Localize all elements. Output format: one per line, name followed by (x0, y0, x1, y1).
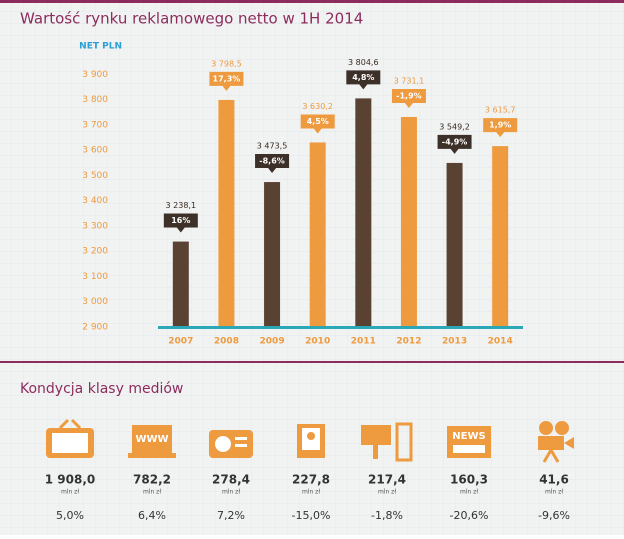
y-tick-label: 3 700 (82, 120, 108, 130)
y-tick-label: 3 000 (82, 297, 108, 307)
section-rule (0, 361, 624, 363)
y-tick-label: 3 600 (82, 146, 108, 156)
bar (309, 142, 326, 327)
media-change: 7,2% (217, 509, 245, 522)
change-label: 4,8% (352, 73, 374, 82)
y-tick-label: 3 900 (82, 70, 108, 80)
icon (215, 436, 231, 452)
value-label: 3 804,6 (348, 58, 379, 67)
change-label: -8,6% (259, 157, 285, 166)
icon (555, 421, 569, 435)
bar (264, 182, 281, 327)
y-tick-label: 2 900 (82, 323, 108, 333)
change-box (437, 134, 472, 154)
change-box (391, 88, 426, 108)
value-label: 3 473,5 (257, 142, 288, 151)
media-change: -15,0% (292, 509, 331, 522)
value-label: 3 549,2 (439, 122, 470, 131)
y-axis-label: NET PLN (79, 42, 122, 52)
media-value: 227,8 (292, 473, 330, 487)
y-tick-label: 3 100 (82, 272, 108, 282)
change-label: 16% (171, 216, 190, 225)
icon (539, 421, 553, 435)
baseline (158, 326, 523, 329)
change-label: 1,9% (489, 121, 511, 130)
media-change: -1,8% (371, 509, 403, 522)
media-unit: mln zł (302, 489, 320, 496)
media-value: 41,6 (539, 473, 569, 487)
icon (373, 445, 378, 459)
value-label: 3 731,1 (394, 76, 425, 85)
section-title: Kondycja klasy mediów (20, 381, 183, 397)
icon (395, 422, 413, 462)
x-tick-label: 2007 (168, 337, 193, 347)
icon-label: WWW (135, 434, 168, 445)
icon (453, 445, 485, 453)
icon (542, 449, 560, 463)
bar (400, 116, 417, 327)
media-value: 278,4 (212, 473, 250, 487)
bar (172, 241, 189, 327)
value-label: 3 798,5 (211, 59, 242, 68)
y-tick-label: 3 300 (82, 221, 108, 231)
bar (446, 162, 463, 327)
media-unit: mln zł (222, 489, 240, 496)
y-tick-label: 3 200 (82, 247, 108, 257)
change-label: 4,5% (307, 117, 329, 126)
icon (538, 436, 564, 450)
media-value: 782,2 (133, 473, 171, 487)
change-box (255, 154, 290, 174)
icon (132, 425, 172, 453)
icon (564, 437, 574, 449)
icon (235, 444, 247, 447)
value-label: 3 238,1 (166, 201, 197, 210)
icon-label: NEWS (452, 431, 485, 442)
top-rule (0, 0, 624, 3)
change-label: -4,9% (442, 137, 468, 146)
x-tick-label: 2010 (305, 337, 330, 347)
chart-title: Wartość rynku reklamowego netto w 1H 201… (20, 10, 363, 28)
bar (218, 99, 235, 327)
media-change: 5,0% (56, 509, 84, 522)
y-tick-label: 3 800 (82, 95, 108, 105)
media-change: -20,6% (450, 509, 489, 522)
media-value: 1 908,0 (45, 473, 95, 487)
change-box (300, 114, 335, 134)
y-tick-label: 3 500 (82, 171, 108, 181)
media-change: 6,4% (138, 509, 166, 522)
x-tick-label: 2014 (488, 337, 513, 347)
x-tick-label: 2013 (442, 337, 467, 347)
media-unit: mln zł (378, 489, 396, 496)
x-tick-label: 2011 (351, 337, 376, 347)
value-label: 3 630,2 (302, 102, 333, 111)
media-unit: mln zł (545, 489, 563, 496)
change-label: -1,9% (396, 91, 422, 100)
bar (355, 98, 372, 328)
x-tick-label: 2009 (260, 337, 285, 347)
icon (361, 425, 391, 445)
x-tick-label: 2012 (396, 337, 421, 347)
media-unit: mln zł (460, 489, 478, 496)
change-box (163, 213, 198, 233)
x-tick-label: 2008 (214, 337, 239, 347)
media-value: 217,4 (368, 473, 406, 487)
icon (235, 437, 247, 440)
bar (492, 146, 509, 327)
media-unit: mln zł (143, 489, 161, 496)
y-tick-label: 3 400 (82, 196, 108, 206)
change-box (483, 118, 518, 138)
icon (128, 453, 176, 458)
icon (58, 418, 82, 430)
value-label: 3 615,7 (485, 106, 516, 115)
media-unit: mln zł (61, 489, 79, 496)
icon (307, 432, 315, 440)
change-label: 17,3% (213, 74, 241, 83)
change-box (209, 71, 244, 91)
icon (52, 433, 88, 453)
media-value: 160,3 (450, 473, 488, 487)
media-change: -9,6% (538, 509, 570, 522)
change-box (346, 70, 381, 90)
